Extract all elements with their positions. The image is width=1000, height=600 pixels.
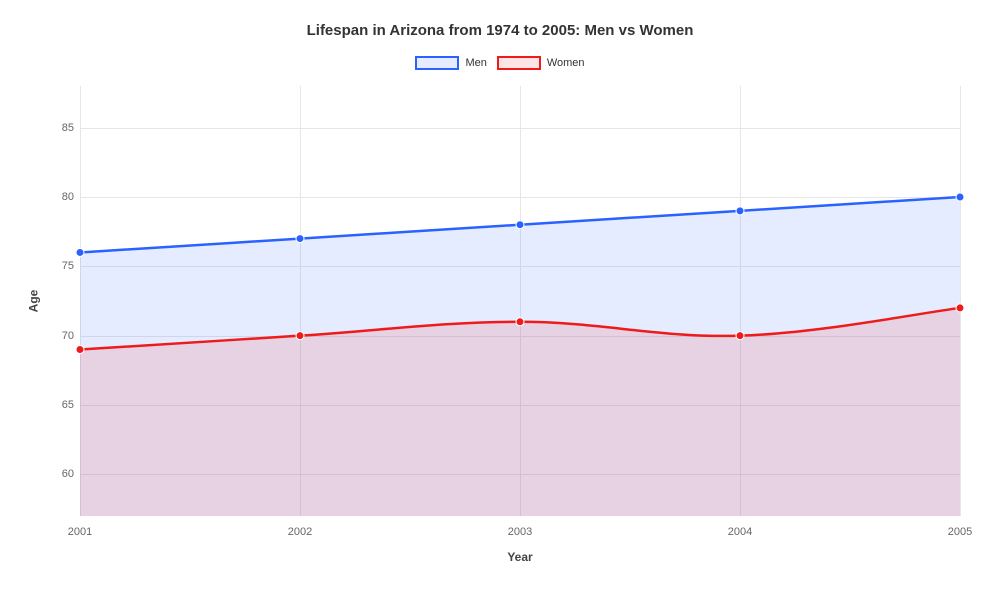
legend-item-men[interactable]: Men xyxy=(415,56,486,70)
plot-area xyxy=(80,86,960,516)
data-point[interactable] xyxy=(516,318,524,326)
data-point[interactable] xyxy=(76,248,84,256)
data-point[interactable] xyxy=(736,332,744,340)
x-axis-label: Year xyxy=(507,550,532,564)
grid-line-v xyxy=(960,86,961,516)
y-tick-label: 80 xyxy=(50,191,74,203)
y-axis-label: Age xyxy=(26,290,40,313)
legend-label-women: Women xyxy=(547,57,585,69)
y-tick-label: 75 xyxy=(50,260,74,272)
legend: Men Women xyxy=(0,56,1000,70)
y-tick-label: 70 xyxy=(50,330,74,342)
data-point[interactable] xyxy=(76,346,84,354)
chart-title: Lifespan in Arizona from 1974 to 2005: M… xyxy=(0,22,1000,39)
x-tick-label: 2001 xyxy=(68,526,92,538)
data-point[interactable] xyxy=(516,221,524,229)
data-point[interactable] xyxy=(296,332,304,340)
data-point[interactable] xyxy=(956,193,964,201)
y-tick-label: 65 xyxy=(50,399,74,411)
y-tick-label: 85 xyxy=(50,122,74,134)
legend-label-men: Men xyxy=(465,57,486,69)
data-point[interactable] xyxy=(956,304,964,312)
chart-container: Lifespan in Arizona from 1974 to 2005: M… xyxy=(0,0,1000,600)
y-tick-label: 60 xyxy=(50,468,74,480)
x-tick-label: 2005 xyxy=(948,526,972,538)
legend-swatch-women xyxy=(497,56,541,70)
legend-item-women[interactable]: Women xyxy=(497,56,585,70)
x-tick-label: 2004 xyxy=(728,526,752,538)
x-tick-label: 2002 xyxy=(288,526,312,538)
data-point[interactable] xyxy=(736,207,744,215)
x-tick-label: 2003 xyxy=(508,526,532,538)
plot-svg xyxy=(80,86,960,516)
data-point[interactable] xyxy=(296,235,304,243)
legend-swatch-men xyxy=(415,56,459,70)
